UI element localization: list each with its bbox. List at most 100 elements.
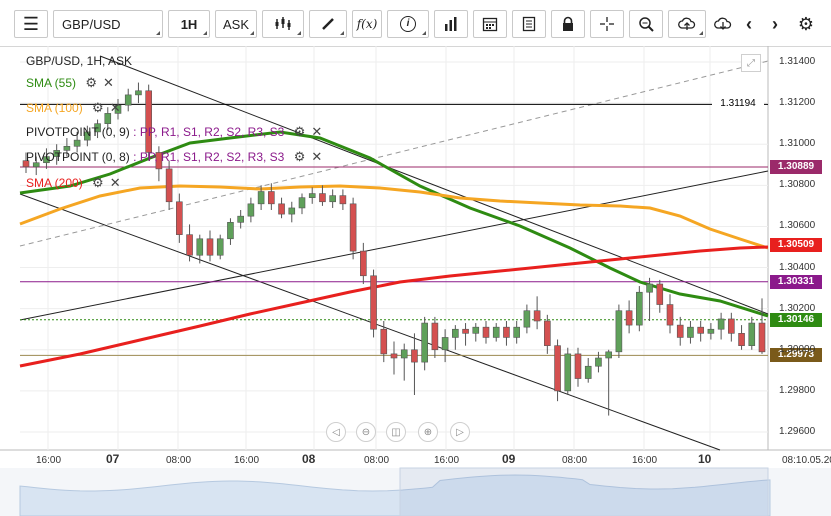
calendar-icon (482, 17, 498, 32)
gear-icon: ⚙ (797, 13, 815, 34)
scroll-right-button[interactable]: › (763, 10, 787, 38)
candle-body (431, 322, 439, 351)
x-tick-label: 16:00 (434, 455, 460, 466)
candle-body (73, 139, 81, 147)
info-button[interactable]: i (387, 10, 429, 38)
candle-body (288, 207, 296, 215)
crosshair-button[interactable] (590, 10, 624, 38)
symbol-selector[interactable]: GBP/USD (53, 10, 163, 38)
candle-body (533, 310, 541, 322)
expand-chart-button[interactable]: ⤢ (741, 54, 761, 72)
scroll-left-button[interactable]: ‹ (737, 10, 761, 38)
volume-button[interactable] (434, 10, 468, 38)
document-icon (522, 16, 536, 32)
price-tag: 1.30146 (770, 312, 822, 327)
sma55-remove-icon[interactable]: ✕ (103, 75, 114, 90)
reset-zoom-button[interactable]: ◫ (386, 422, 406, 442)
settings-button[interactable]: ⚙ (791, 10, 821, 38)
candle-body (43, 156, 50, 164)
y-tick-label: 1.30600 (779, 220, 816, 232)
sma100-settings-icon[interactable]: ⚙ (92, 100, 104, 115)
candle-body (247, 203, 255, 217)
indicator-sma55: SMA (55) ⚙ ✕ (26, 74, 114, 92)
zoom-in-button[interactable]: ⊕ (418, 422, 438, 442)
chart-type-button[interactable] (262, 10, 304, 38)
candle-body (165, 168, 173, 203)
x-tick-label: 16:00 (36, 455, 62, 466)
sma200-settings-icon[interactable]: ⚙ (92, 175, 104, 190)
candle-body (666, 304, 674, 326)
candle-body (584, 365, 592, 379)
dropdown-corner-icon (203, 31, 207, 35)
candle-body (339, 195, 347, 205)
sma100-remove-icon[interactable]: ✕ (109, 100, 121, 115)
price-chart[interactable] (0, 46, 831, 516)
candle-body (155, 152, 163, 170)
reset-icon: ◫ (391, 426, 401, 438)
draw-tool-button[interactable] (309, 10, 347, 38)
candle-body (124, 94, 132, 106)
candlestick-icon (275, 17, 291, 30)
candle-body (114, 104, 122, 114)
dropdown-corner-icon (156, 31, 160, 35)
y-tick-label: 1.30400 (779, 261, 816, 273)
candle-body (227, 222, 234, 240)
hamburger-icon: ☰ (22, 13, 40, 34)
pivot1-remove-icon[interactable]: ✕ (311, 124, 323, 139)
candle-body (574, 353, 582, 379)
candle-body (237, 215, 244, 223)
zoom-out-button[interactable]: ⊖ (356, 422, 376, 442)
timeframe-label: 1H (180, 16, 198, 32)
candle-body (370, 275, 377, 330)
price-type-selector[interactable]: ASK (215, 10, 257, 38)
scroll-forward-button[interactable]: ▷ (450, 422, 470, 442)
download-button[interactable] (711, 10, 735, 38)
chart-area[interactable]: ⤢ GBP/USD, 1H, ASK SMA (55) ⚙ ✕ SMA (100)… (0, 46, 831, 516)
y-tick-label: 1.29800 (779, 384, 816, 396)
candle-body (360, 250, 367, 277)
descending-resistance-line (99, 55, 769, 315)
pivot2-remove-icon[interactable]: ✕ (311, 149, 323, 164)
candle-body (482, 326, 490, 338)
candle-body (278, 203, 285, 215)
pivot1-settings-icon[interactable]: ⚙ (293, 124, 306, 139)
menu-button[interactable]: ☰ (14, 10, 48, 38)
calendar-button[interactable] (473, 10, 507, 38)
x-tick-label: 07 (106, 452, 120, 466)
x-tick-label: 16:00 (632, 455, 658, 466)
x-tick-label: 08:00 (364, 455, 390, 466)
cloud-download-icon (714, 17, 732, 30)
candle-body (748, 322, 756, 346)
pivot2-label: PIVOTPOINT (0, 8) (26, 150, 130, 164)
sma55-settings-icon[interactable]: ⚙ (85, 75, 98, 90)
sma200-remove-icon[interactable]: ✕ (109, 175, 121, 190)
news-button[interactable] (512, 10, 546, 38)
y-tick-label: 1.29600 (779, 426, 816, 437)
pivot2-settings-icon[interactable]: ⚙ (293, 149, 306, 164)
price-tag: 1.30509 (770, 238, 822, 253)
price-type-label: ASK (222, 16, 249, 32)
timeframe-selector[interactable]: 1H (168, 10, 210, 38)
upload-button[interactable] (668, 10, 706, 38)
indicator-button[interactable]: f(x) (352, 10, 382, 38)
candle-body (257, 191, 265, 205)
bar-chart-icon (445, 17, 457, 31)
magnifier-icon (639, 17, 654, 32)
candle-body (135, 90, 142, 96)
chart-title: GBP/USD, 1H, ASK (26, 54, 133, 68)
candle-body (94, 123, 101, 133)
lock-button[interactable] (551, 10, 585, 38)
candle-body (707, 328, 715, 334)
zoom-button[interactable] (629, 10, 663, 38)
y-tick-label: 1.30000 (779, 343, 816, 355)
chevron-left-icon: ‹ (746, 13, 752, 34)
x-tick-label: 08:10.05.2019 (782, 455, 831, 466)
candle-body (206, 238, 214, 256)
candle-body (513, 326, 520, 338)
candle-body (523, 310, 531, 328)
cloud-upload-icon (678, 17, 696, 30)
triangle-left-icon: ◁ (332, 426, 340, 438)
candle-body (717, 318, 725, 330)
scroll-back-button[interactable]: ◁ (326, 422, 346, 442)
dropdown-corner-icon (297, 31, 301, 35)
